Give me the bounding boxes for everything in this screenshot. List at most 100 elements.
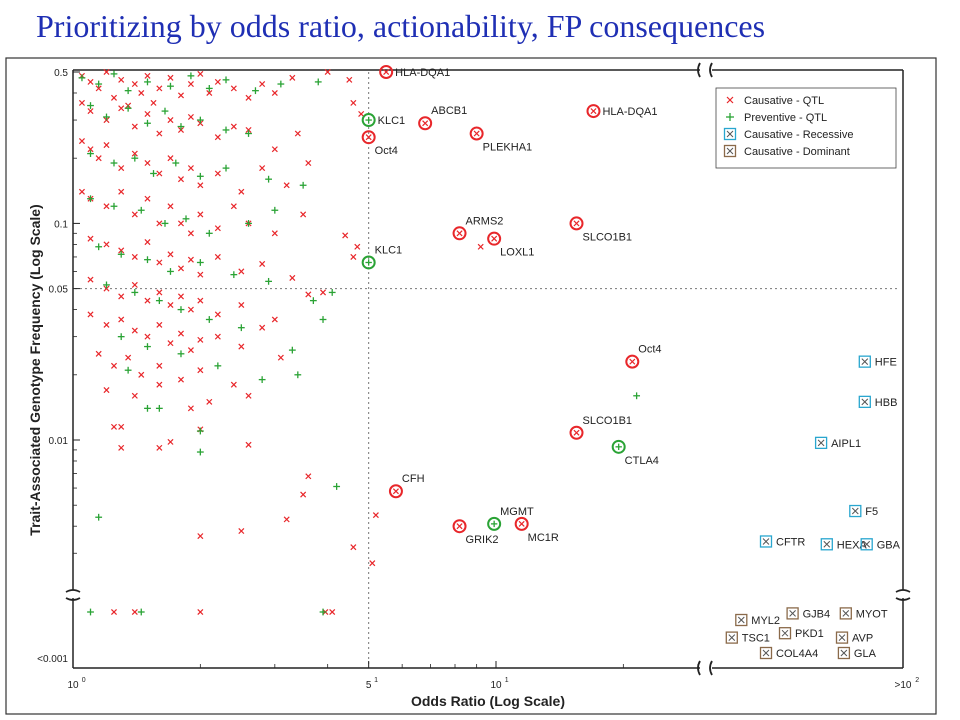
- causative-qtl-point: [156, 381, 163, 388]
- causative-qtl-point: [144, 333, 151, 340]
- causative-qtl-point: [271, 316, 278, 323]
- dominant-point: MYL2: [735, 613, 780, 627]
- preventive-qtl-point: [187, 72, 195, 80]
- causative-qtl-point: [87, 235, 94, 242]
- causative-qtl-point: [150, 99, 157, 106]
- causative-qtl-point: [245, 441, 252, 448]
- preventive-qtl-point: [205, 85, 213, 92]
- y-tick-label: 0.5: [54, 68, 68, 79]
- causative-qtl-point: [300, 491, 307, 498]
- preventive-qtl-point: [124, 87, 132, 95]
- point-label: AIPL1: [831, 438, 861, 450]
- preventive-qtl-point: [78, 74, 86, 82]
- point-label: SLCO1B1: [583, 231, 633, 243]
- highlighted-point: LOXL1: [487, 231, 534, 259]
- dominant-point: COL4A4: [759, 646, 818, 660]
- causative-qtl-point: [369, 560, 376, 567]
- point-marker: [473, 130, 480, 137]
- causative-qtl-point: [206, 89, 213, 97]
- point-marker: [573, 429, 580, 436]
- causative-qtl-point: [156, 444, 163, 451]
- highlighted-point: KLC1: [361, 244, 402, 270]
- highlighted-point: MC1R: [514, 516, 559, 544]
- causative-qtl-point: [245, 126, 252, 133]
- causative-qtl-point: [259, 324, 266, 331]
- causative-qtl-point: [118, 423, 125, 430]
- dominant-point: PKD1: [778, 627, 824, 640]
- causative-qtl-point: [238, 188, 245, 195]
- preventive-qtl-point: [95, 80, 103, 88]
- causative-qtl-point: [177, 176, 185, 183]
- preventive-qtl-point: [117, 333, 125, 341]
- causative-qtl-point: [156, 220, 163, 227]
- preventive-qtl-point: [110, 70, 118, 78]
- causative-qtl-point: [358, 110, 365, 118]
- causative-qtl-point: [305, 159, 312, 167]
- y-tick-label: <0.001: [37, 654, 68, 665]
- legend-label: Preventive - QTL: [744, 112, 827, 124]
- preventive-qtl-point: [95, 513, 103, 521]
- point-marker: [422, 120, 429, 127]
- dominant-point: AVP: [835, 631, 873, 645]
- point-label: HLA-DQA1: [395, 67, 450, 79]
- preventive-qtl-point: [196, 172, 204, 180]
- preventive-qtl-point: [258, 376, 266, 384]
- causative-qtl-point: [214, 170, 221, 177]
- causative-qtl-point: [177, 265, 185, 272]
- point-label: GJB4: [803, 608, 831, 620]
- dominant-point: GLA: [837, 646, 877, 660]
- preventive-qtl-point: [328, 289, 336, 296]
- causative-qtl-point: [259, 260, 266, 267]
- preventive-qtl-point: [103, 281, 110, 289]
- legend: Causative - QTL Preventive - QTL Causative…: [715, 87, 897, 169]
- causative-qtl-point: [131, 150, 138, 157]
- causative-qtl-point: [177, 330, 185, 337]
- causative-qtl-point: [131, 281, 138, 288]
- highlighted-point: PLEKHA1: [469, 126, 532, 154]
- preventive-qtl-point: [144, 119, 151, 127]
- causative-qtl-point: [144, 72, 151, 79]
- preventive-qtl-point: [167, 82, 174, 90]
- causative-qtl-point: [187, 165, 194, 172]
- causative-qtl-point: [259, 165, 266, 172]
- y-axis-label: Trait-Associated Genotype Frequency (Log…: [27, 204, 43, 535]
- causative-qtl-point: [103, 387, 110, 394]
- legend-marker: [723, 127, 737, 141]
- causative-qtl-point: [156, 321, 163, 328]
- causative-qtl-point: [95, 350, 102, 357]
- causative-qtl-point: [289, 74, 296, 81]
- point-label: KLC1: [378, 115, 406, 127]
- causative-qtl-point: [177, 126, 185, 133]
- y-tick-label: 0.05: [49, 285, 69, 296]
- legend-entry: Preventive - QTL: [726, 112, 827, 124]
- preventive-qtl-point: [177, 123, 185, 130]
- recessive-point: HBB: [858, 395, 897, 409]
- preventive-qtl-point: [110, 202, 118, 210]
- preventive-qtl-point: [87, 608, 94, 616]
- causative-qtl-point: [238, 268, 245, 275]
- preventive-qtl-point: [87, 102, 94, 109]
- preventive-qtl-point: [277, 80, 285, 88]
- causative-qtl-point: [103, 241, 110, 248]
- highlighted-points: HLA-DQA1 HLA-DQA1 KLC1 Oct4 ABCB1 PLEKHA1 ARMS…: [361, 65, 662, 546]
- causative-qtl-point: [87, 276, 94, 283]
- preventive-qtl-point: [288, 346, 296, 354]
- causative-qtl-point: [350, 99, 357, 106]
- causative-qtl-point: [197, 271, 204, 278]
- point-label: ABCB1: [431, 105, 467, 117]
- preventive-qtl-point: [314, 78, 322, 86]
- preventive-qtl-point: [245, 219, 252, 227]
- preventive-qtl-point: [150, 170, 157, 177]
- causative-qtl-point: [197, 533, 204, 540]
- causative-qtl-point: [197, 70, 204, 77]
- highlighted-point: Oct4: [361, 130, 398, 157]
- preventive-qtl-point: [87, 195, 94, 203]
- causative-qtl-point: [305, 473, 312, 480]
- causative-qtl-point: [103, 285, 110, 292]
- x-axis-label: Odds Ratio (Log Scale): [411, 693, 565, 709]
- causative-qtl-point: [167, 340, 174, 347]
- causative-qtl-point: [354, 243, 361, 250]
- highlighted-point: ARMS2: [452, 215, 503, 241]
- point-label: HFE: [875, 357, 897, 369]
